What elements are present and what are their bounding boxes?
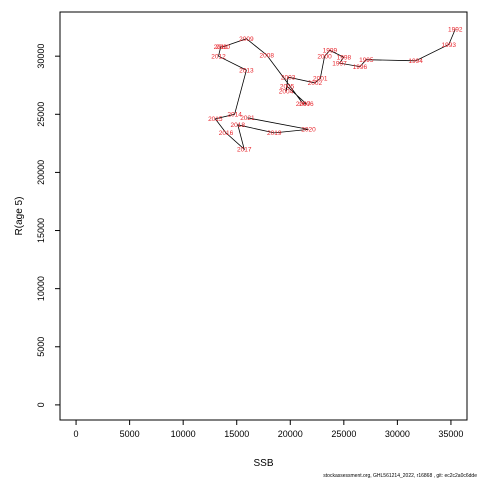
- year-label-1996: 1996: [353, 64, 368, 71]
- year-label-2018: 2018: [231, 122, 246, 129]
- year-label-2007: 2007: [296, 101, 311, 108]
- year-label-1998: 1998: [337, 55, 352, 62]
- x-tick-label: 10000: [171, 429, 196, 439]
- year-label-2003: 2003: [281, 74, 296, 81]
- year-label-2019: 2019: [267, 130, 282, 137]
- y-tick-label: 25000: [36, 102, 46, 127]
- year-label-2013: 2013: [239, 67, 254, 74]
- year-label-2008: 2008: [259, 52, 274, 59]
- x-tick-label: 5000: [120, 429, 140, 439]
- year-label-2002: 2002: [308, 80, 323, 87]
- year-label-2021: 2021: [240, 115, 255, 122]
- year-label-2014: 2014: [227, 112, 242, 119]
- year-label-1994: 1994: [408, 58, 423, 65]
- x-tick-label: 20000: [278, 429, 303, 439]
- x-tick-label: 25000: [331, 429, 356, 439]
- y-tick-label: 15000: [36, 218, 46, 243]
- year-label-2015: 2015: [208, 116, 223, 123]
- y-tick-label: 20000: [36, 160, 46, 185]
- y-axis: 0 5000 10000 15000 20000 25000 30000: [36, 44, 60, 407]
- year-label-2006: 2006: [299, 101, 314, 108]
- year-label-2011: 2011: [214, 44, 228, 51]
- y-tick-label: 5000: [36, 337, 46, 357]
- x-tick-label: 15000: [224, 429, 249, 439]
- year-label-2001: 2001: [313, 76, 328, 83]
- year-label-1992: 1992: [448, 27, 463, 34]
- y-tick-label: 30000: [36, 44, 46, 69]
- x-tick-label: 0: [74, 429, 79, 439]
- year-label-2005: 2005: [280, 84, 295, 91]
- year-label-2020: 2020: [301, 127, 316, 134]
- y-axis-title: R(age 5): [14, 197, 25, 236]
- plot-frame: [59, 11, 468, 421]
- year-label-2017: 2017: [237, 146, 252, 153]
- x-axis: 0 5000 10000 15000 20000 25000 30000 35000: [74, 420, 463, 439]
- y-tick-label: 10000: [36, 276, 46, 301]
- year-label-1995: 1995: [359, 57, 374, 64]
- year-label-1997: 1997: [332, 60, 347, 67]
- year-label-2004: 2004: [279, 88, 294, 95]
- year-label-1999: 1999: [323, 48, 338, 55]
- recruitment-trajectory-line: [214, 29, 456, 151]
- year-label-2000: 2000: [317, 53, 332, 60]
- year-label-2012: 2012: [211, 53, 226, 60]
- x-axis-title: SSB: [253, 458, 273, 469]
- x-tick-label: 35000: [438, 429, 463, 439]
- year-label-2016: 2016: [219, 130, 234, 137]
- year-label-1993: 1993: [442, 42, 457, 49]
- x-tick-label: 30000: [385, 429, 410, 439]
- y-tick-label: 0: [36, 402, 46, 407]
- footer-credit: stockassessment.org, GHL561214_2022, r16…: [323, 473, 477, 479]
- year-label-2009: 2009: [239, 36, 254, 43]
- year-label-2010: 2010: [216, 44, 231, 51]
